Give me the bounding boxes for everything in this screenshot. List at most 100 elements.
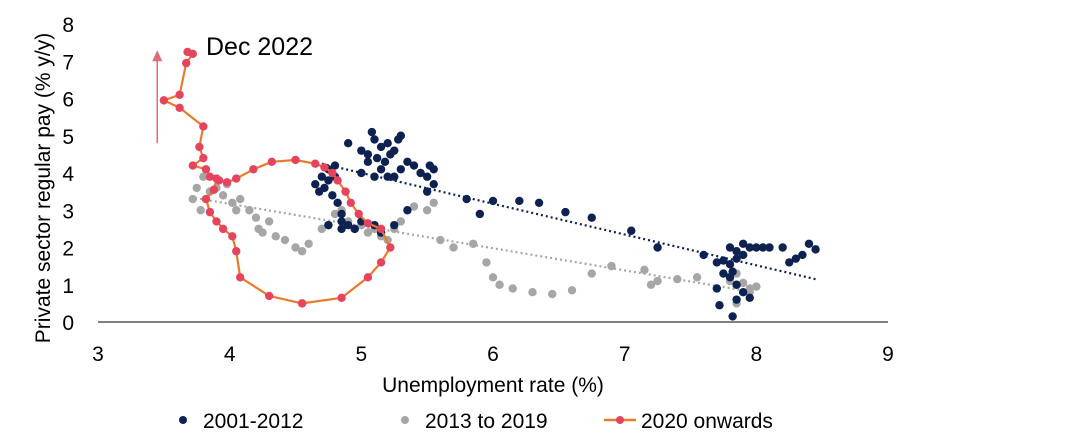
point-2013-2019 <box>567 286 577 295</box>
point-2020-onwards <box>328 168 337 178</box>
point-2013-2019 <box>495 280 504 289</box>
point-2001-2012 <box>534 198 544 207</box>
point-2020-onwards <box>249 165 258 174</box>
x-tick-label: 8 <box>750 343 762 366</box>
y-tick-label: 5 <box>62 126 74 149</box>
point-2001-2012 <box>712 284 722 293</box>
point-2001-2012 <box>396 131 406 140</box>
point-2020-onwards <box>376 224 386 234</box>
point-2001-2012 <box>311 179 320 189</box>
point-2001-2012 <box>712 258 722 267</box>
y-tick-label: 7 <box>62 51 74 74</box>
legend-marker-2020-onwards <box>616 416 624 424</box>
point-2001-2012 <box>324 220 333 230</box>
point-2020-onwards <box>205 172 215 181</box>
point-2001-2012 <box>317 172 327 181</box>
point-2013-2019 <box>646 280 656 289</box>
point-2020-onwards <box>337 293 346 302</box>
point-2020-onwards <box>386 243 395 252</box>
point-2020-onwards <box>333 176 342 185</box>
point-2001-2012 <box>390 146 399 155</box>
point-2001-2012 <box>728 267 737 276</box>
point-2013-2019 <box>752 282 761 291</box>
point-2001-2012 <box>719 256 728 265</box>
point-2001-2012 <box>363 157 373 167</box>
point-2013-2019 <box>449 243 458 252</box>
point-2001-2012 <box>804 239 814 248</box>
point-2013-2019 <box>396 217 406 226</box>
point-2013-2019 <box>218 191 228 200</box>
point-2020-onwards <box>341 187 350 196</box>
point-2013-2019 <box>548 289 557 299</box>
point-2013-2019 <box>508 284 517 293</box>
point-2001-2012 <box>372 153 382 163</box>
line-2020-onwards <box>162 50 392 305</box>
point-2001-2012 <box>719 269 728 278</box>
point-2020-onwards <box>201 194 211 204</box>
point-2001-2012 <box>728 312 737 321</box>
point-2013-2019 <box>653 276 662 286</box>
point-2013-2019 <box>482 258 491 267</box>
point-2020-onwards <box>199 153 208 163</box>
point-2001-2012 <box>350 224 359 234</box>
point-2013-2019 <box>199 172 208 181</box>
point-2001-2012 <box>429 179 438 189</box>
point-2013-2019 <box>236 194 245 204</box>
y-axis-label: Private sector regular pay (% y/y) <box>32 33 55 343</box>
point-2013-2019 <box>429 198 438 207</box>
point-2001-2012 <box>811 245 820 254</box>
point-2001-2012 <box>376 165 386 174</box>
point-2001-2012 <box>725 243 735 252</box>
point-2001-2012 <box>732 280 741 289</box>
point-2013-2019 <box>640 265 649 275</box>
point-2020-onwards <box>363 273 373 282</box>
point-2001-2012 <box>403 157 412 167</box>
point-2013-2019 <box>488 273 498 282</box>
point-2001-2012 <box>752 243 761 252</box>
point-2013-2019 <box>196 206 205 215</box>
point-2001-2012 <box>738 250 748 260</box>
point-2020-onwards <box>199 122 208 131</box>
dec-2022-annotation: Dec 2022 <box>206 33 313 61</box>
point-2001-2012 <box>791 254 801 263</box>
point-2013-2019 <box>528 288 537 297</box>
point-2001-2012 <box>370 172 379 181</box>
point-2001-2012 <box>627 226 636 235</box>
point-2001-2012 <box>328 191 337 200</box>
point-2020-onwards <box>222 178 232 187</box>
point-2013-2019 <box>297 247 307 256</box>
point-2020-onwards <box>182 58 191 68</box>
point-2001-2012 <box>732 247 741 256</box>
point-2001-2012 <box>732 254 741 263</box>
point-2020-onwards <box>264 291 274 301</box>
point-2013-2019 <box>271 232 280 241</box>
point-2020-onwards <box>188 49 197 58</box>
point-2001-2012 <box>785 258 794 267</box>
y-tick-label: 6 <box>62 89 74 112</box>
y-tick-label: 1 <box>62 275 74 298</box>
point-2013-2019 <box>409 202 419 211</box>
point-2013-2019 <box>673 274 682 284</box>
point-2001-2012 <box>380 157 390 167</box>
point-2001-2012 <box>798 250 807 260</box>
point-2013-2019 <box>692 273 702 282</box>
point-2001-2012 <box>732 295 741 304</box>
x-axis-label: Unemployment rate (%) <box>382 374 604 397</box>
x-tick-label: 7 <box>619 343 631 366</box>
x-tick-label: 9 <box>882 343 894 366</box>
x-tick-label: 5 <box>355 343 367 366</box>
point-2001-2012 <box>778 243 787 252</box>
point-2001-2012 <box>370 135 379 144</box>
point-2013-2019 <box>232 206 241 215</box>
point-2020-onwards <box>201 165 211 174</box>
point-2013-2019 <box>738 278 748 288</box>
point-2001-2012 <box>367 127 377 137</box>
point-2020-onwards <box>311 159 320 168</box>
point-2020-onwards <box>236 273 245 282</box>
point-2020-onwards <box>212 217 221 226</box>
point-2001-2012 <box>738 239 748 248</box>
point-2013-2019 <box>317 224 327 234</box>
point-2013-2019 <box>245 206 254 215</box>
point-2001-2012 <box>376 142 386 152</box>
